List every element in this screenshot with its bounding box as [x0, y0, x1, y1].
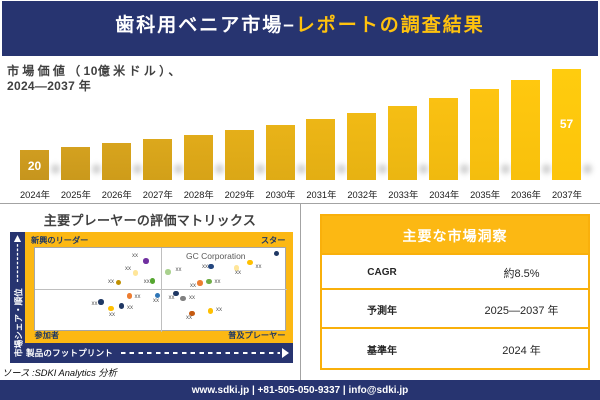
svg-text:市場シェア・順位: 市場シェア・順位: [13, 288, 24, 357]
